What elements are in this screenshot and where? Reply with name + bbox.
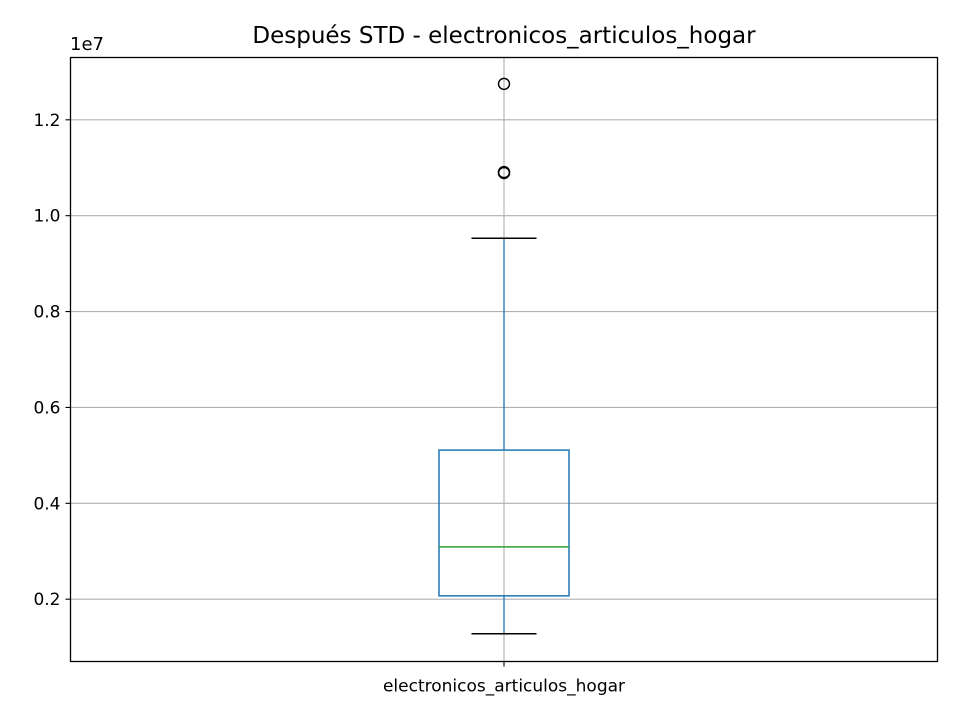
y-axis-offset-label: 1e7 (70, 34, 104, 55)
x-tick-label: electronicos_articulos_hogar (383, 677, 625, 697)
y-tick-label: 1.2 (33, 111, 60, 131)
y-tick-label: 0.4 (33, 494, 60, 514)
box-layer (438, 77, 570, 635)
outlier-point (497, 165, 511, 179)
y-tick-label: 0.2 (33, 590, 60, 610)
chart-title: Después STD - electronicos_articulos_hog… (252, 23, 756, 49)
y-tick-label: 1.0 (33, 207, 60, 227)
iqr-box (438, 449, 570, 597)
y-tick-label: 0.6 (33, 398, 60, 418)
plot-frame (69, 56, 939, 663)
y-tick-label: 0.8 (33, 303, 60, 323)
outlier-point (497, 77, 511, 91)
axis-layer: 0.2 0.4 0.6 0.8 1.0 1.2 electronicos_articulos… (33, 111, 625, 697)
